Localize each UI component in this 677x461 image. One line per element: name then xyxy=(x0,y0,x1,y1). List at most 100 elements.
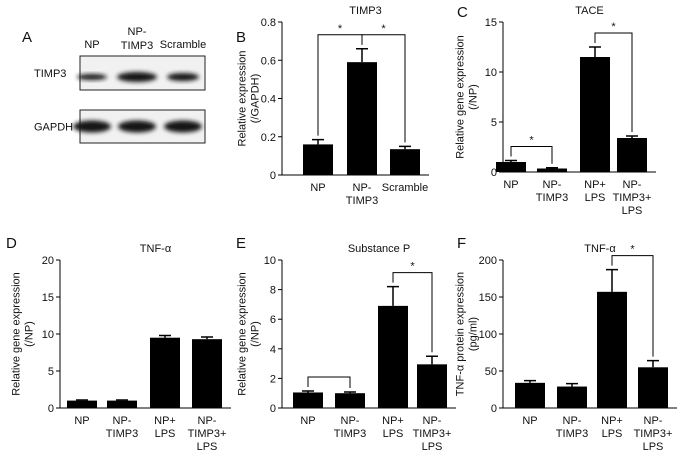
error-bar xyxy=(344,391,356,394)
bar xyxy=(617,138,647,172)
panel-letter: D xyxy=(6,235,17,252)
y-tick-label: 0 xyxy=(48,403,54,415)
x-tick-label: NP-TIMP3 xyxy=(556,415,588,440)
bar xyxy=(390,149,420,175)
row-label: TIMP3 xyxy=(34,68,66,80)
x-tick-label: NP-TIMP3 xyxy=(536,179,568,204)
significance-label: * xyxy=(630,244,635,256)
bar xyxy=(537,168,567,172)
bar xyxy=(67,400,97,408)
significance-label: * xyxy=(410,261,415,273)
x-tick-label: NP-TIMP3+ LPS xyxy=(413,415,452,453)
y-tick-label: 6 xyxy=(270,314,276,326)
y-tick-label: 0.8 xyxy=(261,17,276,29)
y-axis-label: Relative gene expression(/NP) xyxy=(11,272,36,396)
y-tick-label: 0.4 xyxy=(261,94,276,106)
error-bar xyxy=(647,359,659,368)
x-tick-label: NP xyxy=(310,182,325,194)
error-bar xyxy=(399,145,411,150)
y-tick-label: 0 xyxy=(491,167,497,179)
y-tick-label: 10 xyxy=(42,329,54,341)
y-axis-label: Relative gene expression(/NP) xyxy=(237,272,262,396)
y-tick-label: 8 xyxy=(270,285,276,297)
error-bar xyxy=(626,135,638,138)
y-tick-label: 0 xyxy=(270,403,276,415)
x-tick-label: NP xyxy=(74,415,89,427)
y-tick-label: 100 xyxy=(479,329,497,341)
bar xyxy=(293,392,323,408)
error-bar xyxy=(524,379,536,383)
y-tick-label: 4 xyxy=(270,344,276,356)
lane-label: NP xyxy=(84,39,99,51)
y-tick-label: 15 xyxy=(485,17,497,29)
significance-label: * xyxy=(529,135,534,147)
significance-label: * xyxy=(381,23,386,35)
y-tick-label: 5 xyxy=(491,117,497,129)
bar xyxy=(107,400,137,408)
lane-label: Scramble xyxy=(160,39,206,51)
error-bar xyxy=(566,382,578,387)
y-tick-label: 10 xyxy=(485,67,497,79)
x-tick-label: NP xyxy=(503,179,518,191)
significance-bracket xyxy=(392,272,433,353)
bar xyxy=(557,386,587,408)
chart-title: TNF-α xyxy=(140,243,172,255)
y-tick-label: 0 xyxy=(270,170,276,182)
x-tick-label: NP-TIMP3 xyxy=(346,182,378,207)
bar xyxy=(638,367,668,408)
y-tick-label: 10 xyxy=(264,255,276,267)
lane-label: NP-TIMP3 xyxy=(121,26,153,52)
bar xyxy=(378,305,408,408)
blot-band xyxy=(164,120,202,133)
x-tick-label: NP xyxy=(522,415,537,427)
y-tick-label: 150 xyxy=(479,292,497,304)
y-tick-label: 15 xyxy=(42,292,54,304)
error-bar xyxy=(312,138,324,145)
error-bar xyxy=(505,159,517,162)
bar xyxy=(150,337,180,408)
y-tick-label: 2 xyxy=(270,373,276,385)
error-bar xyxy=(76,399,88,401)
significance-bracket xyxy=(611,255,654,357)
error-bar xyxy=(589,46,601,57)
bar xyxy=(597,291,627,408)
error-bar xyxy=(546,166,558,169)
significance-bracket xyxy=(594,32,633,132)
significance-bracket xyxy=(510,146,553,164)
x-tick-label: NP+ LPS xyxy=(584,179,606,204)
blot-band xyxy=(73,120,111,133)
x-tick-label: NP-TIMP3 xyxy=(106,415,138,440)
blot-band xyxy=(118,120,156,133)
panel-letter: B xyxy=(236,29,246,46)
y-tick-label: 200 xyxy=(479,255,497,267)
bar xyxy=(347,62,377,175)
y-axis-label: Relative expression(/GAPDH) xyxy=(237,51,262,147)
significance-bracket xyxy=(361,34,406,143)
y-tick-label: 0.2 xyxy=(261,132,276,144)
y-axis-label: TNF-α protein expression(pg/ml) xyxy=(455,272,480,396)
x-tick-label: NP xyxy=(300,415,315,427)
panel-letter: C xyxy=(457,4,468,21)
significance-label: * xyxy=(611,21,616,33)
error-bar xyxy=(302,390,314,393)
x-tick-label: NP-TIMP3 xyxy=(334,415,366,440)
panel-letter: E xyxy=(236,235,246,252)
blot-band xyxy=(77,74,107,80)
error-bar xyxy=(387,285,399,306)
x-tick-label: NP-TIMP3+ LPS xyxy=(613,179,652,217)
bar xyxy=(303,144,333,175)
error-bar xyxy=(201,336,213,340)
bar xyxy=(335,393,365,408)
bar xyxy=(580,57,610,172)
bar xyxy=(417,364,447,408)
x-tick-label: NP+ LPS xyxy=(382,415,404,440)
error-bar xyxy=(356,48,368,63)
chart-title: TNF-α xyxy=(584,243,616,255)
error-bar xyxy=(426,355,438,365)
y-tick-label: 0.6 xyxy=(261,55,276,67)
blot-band xyxy=(117,72,157,82)
x-tick-label: NP-TIMP3+ LPS xyxy=(634,415,673,453)
x-tick-label: NP+ LPS xyxy=(154,415,176,440)
x-tick-label: NP-TIMP3+ LPS xyxy=(188,415,227,453)
y-tick-label: 5 xyxy=(48,366,54,378)
